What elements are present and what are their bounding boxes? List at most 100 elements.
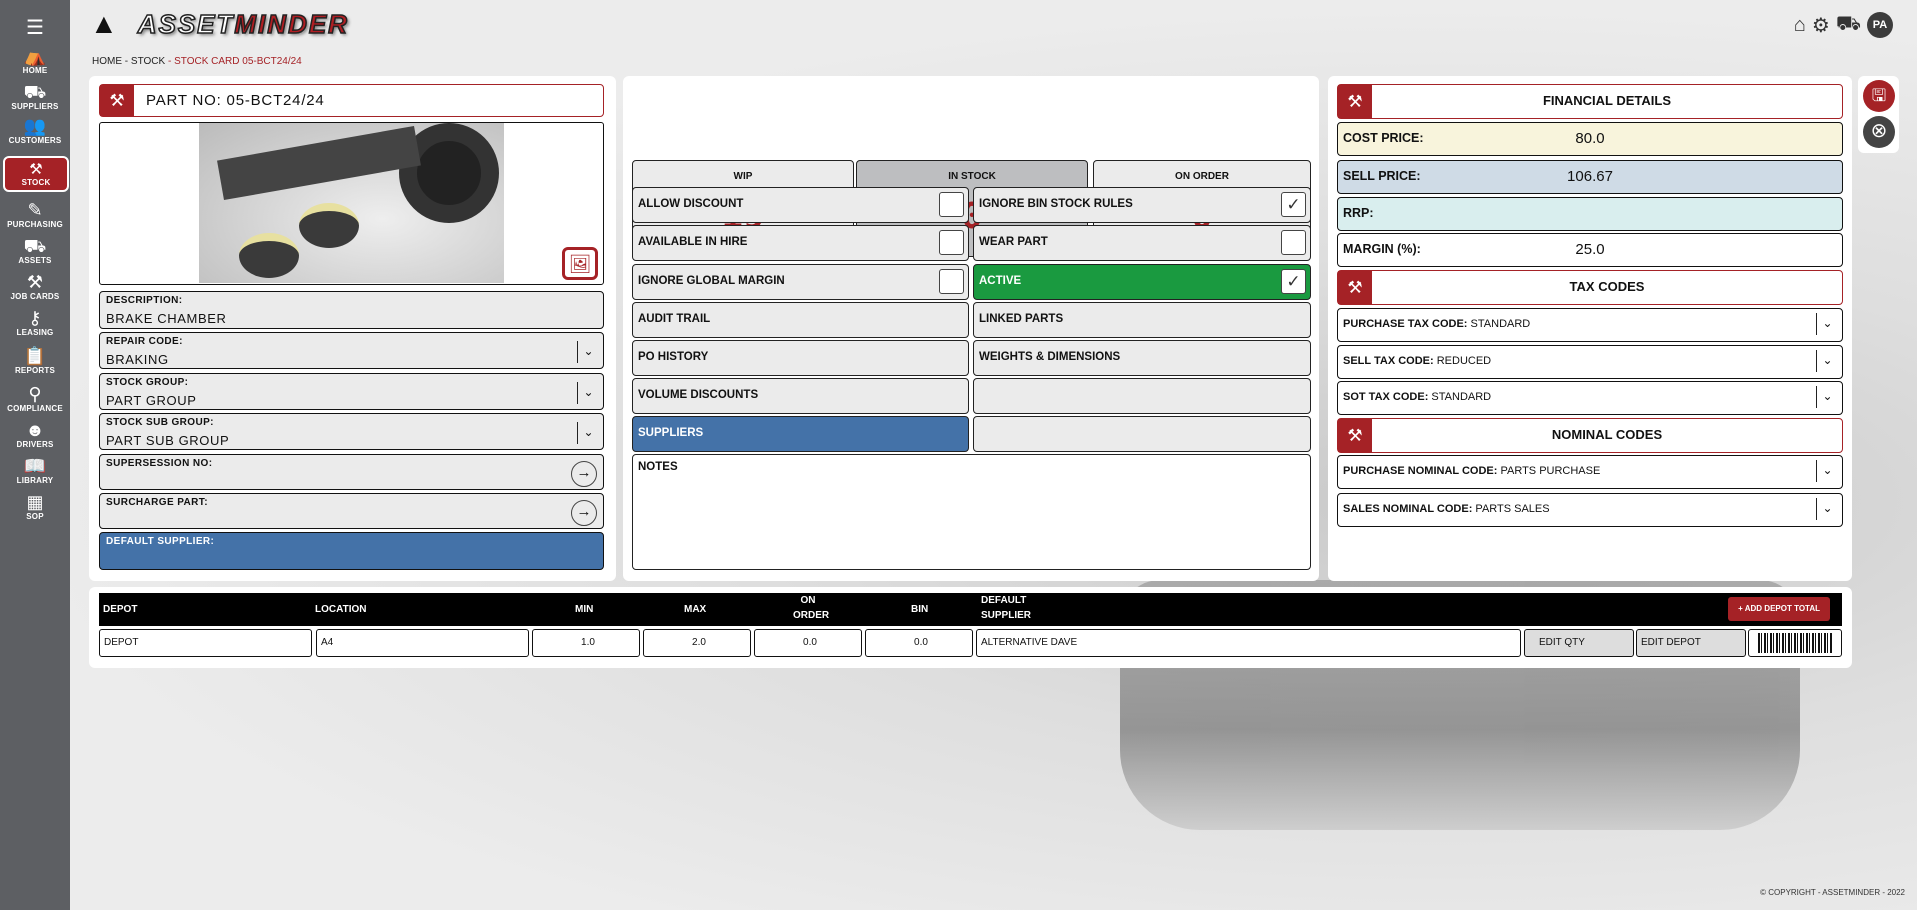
chevron-down-icon[interactable]: ⌄ [1816, 350, 1838, 372]
tools-icon: ⚒ [1338, 85, 1372, 118]
sales-nominal-code-select[interactable]: SALES NOMINAL CODE: PARTS SALES ⌄ [1337, 493, 1843, 527]
volume-discounts-button[interactable]: VOLUME DISCOUNTS [632, 378, 969, 414]
wear-part-option[interactable]: WEAR PART [973, 225, 1311, 261]
stock-group-select[interactable]: STOCK GROUP: PART GROUP ⌄ [99, 373, 604, 410]
notes-textarea[interactable]: NOTES [632, 454, 1311, 570]
sidebar-item-library[interactable]: 📖 LIBRARY [0, 456, 70, 485]
cost-price-field[interactable]: 80.0 COST PRICE: [1337, 122, 1843, 156]
purchase-nominal-code-select[interactable]: PURCHASE NOMINAL CODE: PARTS PURCHASE ⌄ [1337, 455, 1843, 489]
active-checkbox[interactable]: ✓ [1281, 269, 1306, 294]
sell-price-field[interactable]: 106.67 SELL PRICE: [1337, 160, 1843, 194]
surcharge-part-field[interactable]: SURCHARGE PART: → [99, 493, 604, 529]
sidebar-item-assets[interactable]: ⛟ ASSETS [0, 236, 70, 265]
allow-discount-checkbox[interactable] [939, 192, 964, 217]
purchasing-icon: ✎ [27, 200, 43, 220]
suppliers-button[interactable]: SUPPLIERS [632, 416, 969, 452]
repair-code-select[interactable]: REPAIR CODE: BRAKING ⌄ [99, 332, 604, 369]
assetminder-mark-icon: ▲ [90, 8, 118, 39]
ignore-bin-checkbox[interactable]: ✓ [1281, 192, 1306, 217]
barcode-icon[interactable] [1748, 629, 1842, 657]
chevron-down-icon[interactable]: ⌄ [1816, 498, 1838, 520]
sell-tax-code-select[interactable]: SELL TAX CODE: REDUCED ⌄ [1337, 345, 1843, 379]
chevron-down-icon[interactable]: ⌄ [1816, 386, 1838, 408]
truck-info-icon[interactable]: ⛟ [1835, 12, 1861, 35]
part-number-header: ⚒ PART NO: 05-BCT24/24 [99, 84, 604, 117]
po-history-button[interactable]: PO HISTORY [632, 340, 969, 376]
active-option[interactable]: ACTIVE ✓ [973, 264, 1311, 300]
default-supplier-field[interactable]: DEFAULT SUPPLIER: [99, 532, 604, 570]
stock-sub-group-select[interactable]: STOCK SUB GROUP: PART SUB GROUP ⌄ [99, 413, 604, 450]
save-icon[interactable]: 🖫 [1863, 80, 1895, 112]
arrow-right-circle-icon[interactable]: → [571, 500, 597, 526]
linked-parts-button[interactable]: LINKED PARTS [973, 302, 1311, 338]
wear-part-checkbox[interactable] [1281, 230, 1306, 255]
sidebar: ☰ ⛺ HOME ⛟ SUPPLIERS 👥 CUSTOMERS ⚒ STOCK ✎ PU… [0, 0, 70, 910]
sidebar-item-drivers[interactable]: ☻ DRIVERS [0, 420, 70, 449]
sidebar-item-reports[interactable]: 📋 REPORTS [0, 346, 70, 375]
bin-cell: 0.0 [865, 629, 973, 657]
ignore-global-margin-option[interactable]: IGNORE GLOBAL MARGIN [632, 264, 969, 300]
edit-qty-button[interactable]: EDIT QTY [1524, 629, 1634, 657]
audit-trail-button[interactable]: AUDIT TRAIL [632, 302, 969, 338]
chevron-down-icon[interactable]: ⌄ [577, 382, 599, 404]
empty-option-slot [973, 416, 1311, 452]
allow-discount-option[interactable]: ALLOW DISCOUNT [632, 187, 969, 223]
chevron-down-icon[interactable]: ⌄ [577, 422, 599, 444]
home-icon[interactable]: ⌂ [1793, 13, 1806, 36]
tools-icon: ⚒ [1338, 419, 1372, 452]
actions-panel: 🖫 ⊗ [1858, 76, 1899, 153]
customers-icon: 👥 [23, 116, 47, 136]
clipboard-icon: 📋 [23, 346, 47, 366]
close-icon[interactable]: ⊗ [1863, 116, 1895, 148]
weights-dimensions-button[interactable]: WEIGHTS & DIMENSIONS [973, 340, 1311, 376]
arrow-right-circle-icon[interactable]: → [571, 461, 597, 487]
menu-icon[interactable]: ☰ [26, 17, 44, 39]
gear-icon[interactable]: ⚙ [1811, 14, 1830, 37]
empty-option-slot [973, 378, 1311, 414]
add-depot-total-button[interactable]: + ADD DEPOT TOTAL [1728, 597, 1830, 621]
rrp-field[interactable]: RRP: [1337, 197, 1843, 231]
sidebar-item-suppliers[interactable]: ⛟ SUPPLIERS [0, 82, 70, 111]
copyright: © COPYRIGHT - ASSETMINDER - 2022 [1760, 888, 1905, 897]
available-in-hire-option[interactable]: AVAILABLE IN HIRE [632, 225, 969, 261]
sidebar-item-customers[interactable]: 👥 CUSTOMERS [0, 116, 70, 145]
ignore-global-margin-checkbox[interactable] [939, 269, 964, 294]
sot-tax-code-select[interactable]: SOT TAX CODE: STANDARD ⌄ [1337, 381, 1843, 415]
sidebar-item-purchasing[interactable]: ✎ PURCHASING [0, 200, 70, 229]
min-cell: 1.0 [532, 629, 640, 657]
on-order-cell: 0.0 [754, 629, 862, 657]
sidebar-item-home[interactable]: ⛺ HOME [0, 46, 70, 75]
default-supplier-header: DEFAULT SUPPLIER [981, 595, 1032, 621]
chevron-down-icon[interactable]: ⌄ [1816, 313, 1838, 335]
sidebar-item-job-cards[interactable]: ⚒ JOB CARDS [0, 272, 70, 301]
ignore-bin-option[interactable]: IGNORE BIN STOCK RULES ✓ [973, 187, 1311, 223]
nominal-codes-header: ⚒ NOMINAL CODES [1337, 418, 1843, 453]
supersession-field[interactable]: SUPERSESSION NO: → [99, 454, 604, 490]
edit-depot-button[interactable]: EDIT DEPOT [1636, 629, 1746, 657]
avatar[interactable]: PA [1867, 12, 1893, 38]
top-actions: ⌂ ⚙ ⛟ PA [1794, 12, 1893, 38]
breadcrumb-stock[interactable]: STOCK [130, 56, 166, 67]
sidebar-item-sop[interactable]: ▦ SOP [0, 492, 70, 521]
stock-tools-icon: ⚒ [100, 85, 134, 116]
suppliers-icon: ⛟ [23, 82, 47, 102]
logo-wordmark: ASSETMINDER [137, 8, 349, 40]
description-field[interactable]: DESCRIPTION: BRAKE CHAMBER [99, 291, 604, 329]
on-order-header: ON ORDER [793, 595, 830, 621]
purchase-tax-code-select[interactable]: PURCHASE TAX CODE: STANDARD ⌄ [1337, 308, 1843, 342]
chevron-down-icon[interactable]: ⌄ [577, 341, 599, 363]
max-cell: 2.0 [643, 629, 751, 657]
financial-details-header: ⚒ FINANCIAL DETAILS [1337, 84, 1843, 119]
sidebar-item-stock[interactable]: ⚒ STOCK [3, 156, 69, 192]
logo[interactable]: ▲ ASSETMINDER [90, 6, 349, 42]
sidebar-item-compliance[interactable]: ⚲ COMPLIANCE [0, 384, 70, 413]
breadcrumb-current: STOCK CARD 05-BCT24/24 [174, 56, 302, 67]
key-icon: ⚷ [28, 308, 42, 328]
sidebar-item-leasing[interactable]: ⚷ LEASING [0, 308, 70, 337]
upload-image-icon[interactable]: 🖼 [562, 247, 598, 280]
available-in-hire-checkbox[interactable] [939, 230, 964, 255]
margin-field[interactable]: 25.0 MARGIN (%): [1337, 233, 1843, 267]
chevron-down-icon[interactable]: ⌄ [1816, 460, 1838, 482]
breadcrumb-home[interactable]: HOME [92, 56, 122, 67]
